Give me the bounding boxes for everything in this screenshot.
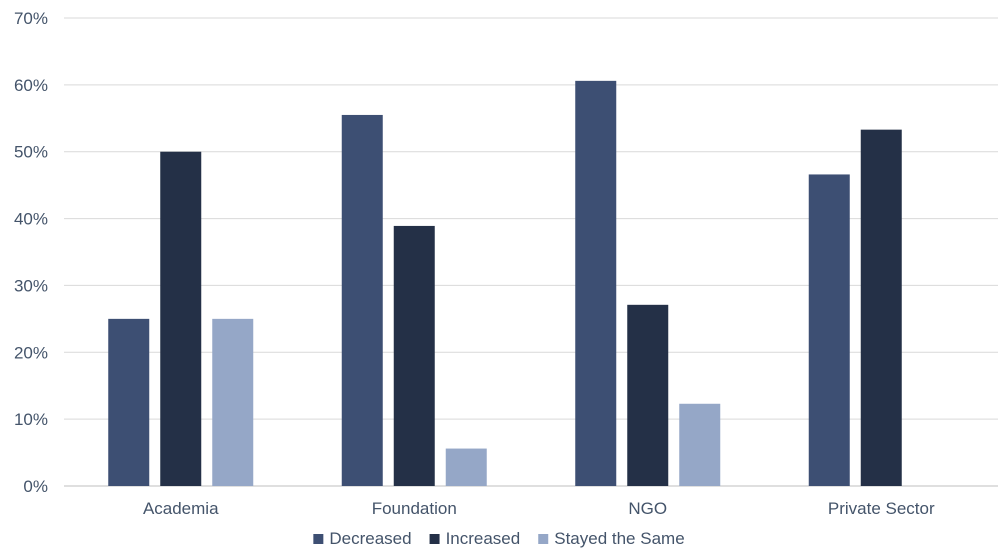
x-category-label: NGO xyxy=(628,499,667,518)
legend: Decreased Increased Stayed the Same xyxy=(313,529,685,548)
x-category-label: Academia xyxy=(143,499,219,518)
legend-label: Decreased xyxy=(329,529,411,548)
bar-decreased-foundation xyxy=(341,114,383,486)
legend-label: Increased xyxy=(446,529,521,548)
bar-increased-ngo xyxy=(627,304,669,486)
bar-stayed-the-same-academia xyxy=(212,318,254,486)
x-category-label: Private Sector xyxy=(828,499,935,518)
x-category-label: Foundation xyxy=(372,499,457,518)
y-tick-label: 10% xyxy=(14,410,48,429)
bars xyxy=(108,80,902,487)
y-tick-label: 70% xyxy=(14,9,48,28)
grid-lines xyxy=(64,17,998,487)
y-tick-label: 60% xyxy=(14,76,48,95)
y-axis-tick-labels: 0% 10% 20% 30% 40% 50% 60% 70% xyxy=(14,9,48,496)
y-tick-label: 50% xyxy=(14,143,48,162)
bar-stayed-the-same-foundation xyxy=(445,448,487,486)
y-tick-label: 20% xyxy=(14,343,48,362)
bar-increased-foundation xyxy=(393,225,435,486)
x-axis-category-labels: Academia Foundation NGO Private Sector xyxy=(143,499,935,518)
legend-swatch xyxy=(538,534,549,544)
y-tick-label: 40% xyxy=(14,210,48,229)
bar-decreased-private-sector xyxy=(808,174,850,486)
bar-decreased-academia xyxy=(108,318,150,486)
bar-decreased-ngo xyxy=(575,80,617,487)
y-tick-label: 0% xyxy=(23,477,48,496)
bar-stayed-the-same-ngo xyxy=(679,403,721,486)
bar-increased-private-sector xyxy=(860,129,902,486)
legend-label: Stayed the Same xyxy=(554,529,684,548)
legend-swatch xyxy=(313,534,324,544)
legend-swatch xyxy=(429,534,440,544)
y-tick-label: 30% xyxy=(14,276,48,295)
bar-increased-academia xyxy=(160,151,202,486)
